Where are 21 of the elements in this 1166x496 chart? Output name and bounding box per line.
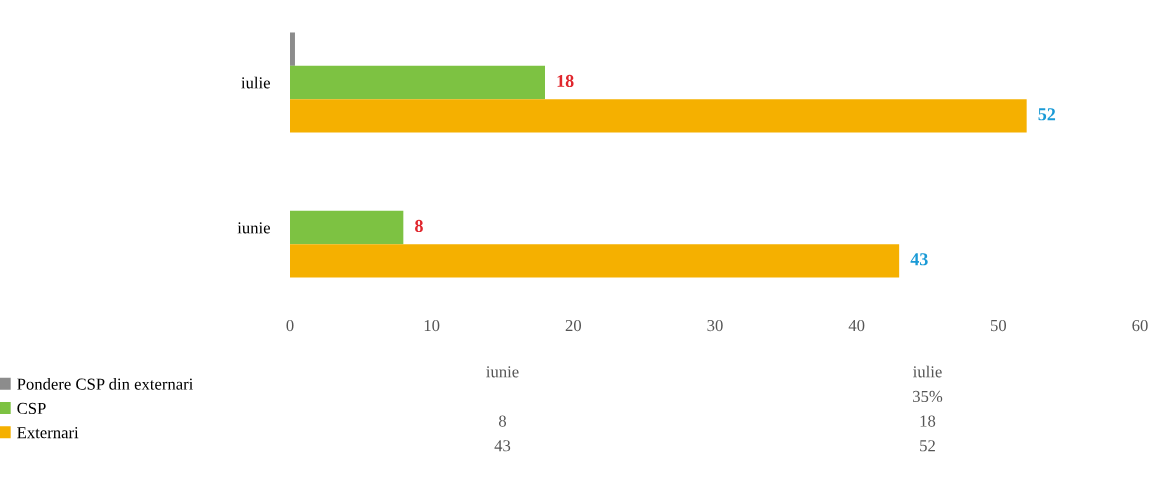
x-tick-label: 0	[286, 319, 294, 332]
x-tick-label: 30	[707, 319, 723, 332]
legend-label: Pondere CSP din externari	[17, 378, 194, 390]
x-tick-label: 10	[424, 319, 440, 332]
x-tick-label: 60	[1132, 319, 1148, 332]
data-label: 52	[1038, 108, 1056, 121]
category-label: iulie	[913, 365, 942, 378]
x-tick-label: 20	[565, 319, 582, 332]
text: 35%	[913, 390, 943, 403]
legend-label: CSP	[17, 402, 46, 415]
text: 8	[498, 415, 507, 427]
category-label: iunie	[486, 366, 519, 378]
text: 43	[494, 440, 511, 452]
text: 18	[920, 415, 936, 427]
legend-label: Externari	[17, 427, 79, 439]
data-label: 8	[415, 219, 423, 233]
x-tick-label: 40	[848, 319, 865, 332]
data-label: 43	[910, 253, 928, 266]
x-tick-label: 50	[990, 319, 1007, 332]
text: 52	[920, 440, 935, 452]
data-label: 18	[557, 74, 574, 88]
